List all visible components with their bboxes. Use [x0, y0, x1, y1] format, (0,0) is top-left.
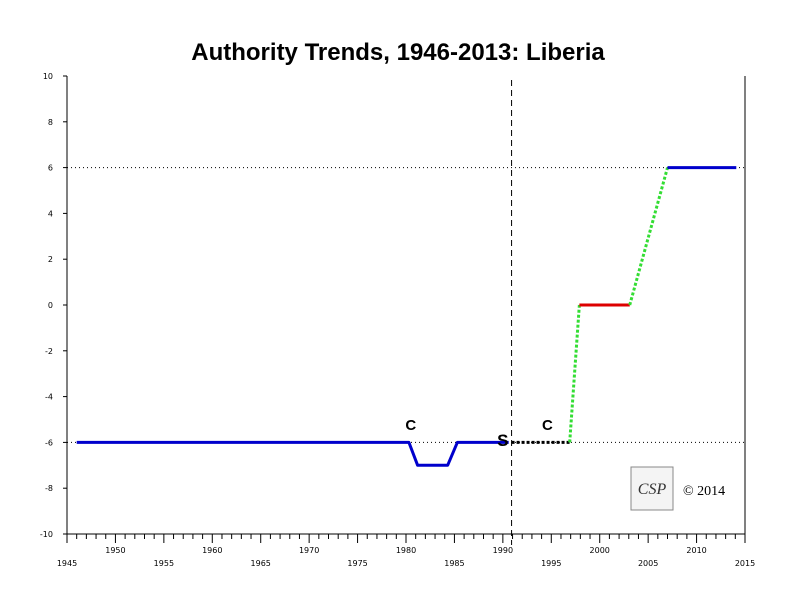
x-tick-label: 1990 — [493, 546, 513, 555]
x-tick-label: 1945 — [57, 559, 77, 568]
x-tick-label: 1965 — [251, 559, 271, 568]
y-tick-label: 4 — [48, 209, 53, 218]
x-tick-label: 2000 — [590, 546, 610, 555]
chart-title: Authority Trends, 1946-2013: Liberia — [191, 39, 605, 66]
y-tick-label: -2 — [45, 347, 53, 356]
y-tick-label: -6 — [45, 438, 53, 447]
x-tick-label: 1955 — [154, 559, 174, 568]
y-tick-label: 8 — [48, 118, 53, 127]
y-tick-label: 6 — [48, 164, 53, 173]
x-tick-label: 1970 — [299, 546, 319, 555]
y-tick-label: 2 — [48, 255, 53, 264]
x-tick-label: 1975 — [347, 559, 367, 568]
y-tick-label: 0 — [48, 301, 53, 310]
series-lines — [76, 166, 737, 467]
logo-frame — [630, 466, 674, 511]
series-segment-regime — [76, 440, 509, 467]
x-tick-label: 1960 — [202, 546, 222, 555]
series-segment-transition — [568, 304, 581, 443]
logo-text: CSP — [638, 481, 667, 498]
annotation-s: S — [497, 431, 508, 450]
csp-logo: CSP — [630, 466, 674, 511]
annotations: C CS — [405, 417, 553, 450]
x-tick-label: 1985 — [444, 559, 464, 568]
y-tick-label: -10 — [40, 530, 53, 539]
x-tick-label: 1950 — [105, 546, 125, 555]
annotation-c: C — [542, 417, 553, 434]
axes: 10 8 6 4 2 0 -2 -4 -6 -8 -10 1945 1950 1955 1960 1965 19… — [40, 72, 755, 568]
y-tick-label: 10 — [43, 72, 53, 81]
x-tick-label: 2005 — [638, 559, 658, 568]
copyright-text: © 2014 — [683, 484, 725, 499]
x-tick-label: 2010 — [686, 546, 706, 555]
x-tick-label: 1995 — [541, 559, 561, 568]
x-tick-label: 1980 — [396, 546, 416, 555]
y-tick-label: -8 — [45, 484, 53, 493]
series-segment-transition — [628, 167, 669, 306]
x-tick-label: 2015 — [735, 559, 755, 568]
annotation-c: C — [405, 417, 416, 434]
y-tick-label: -4 — [45, 393, 53, 402]
